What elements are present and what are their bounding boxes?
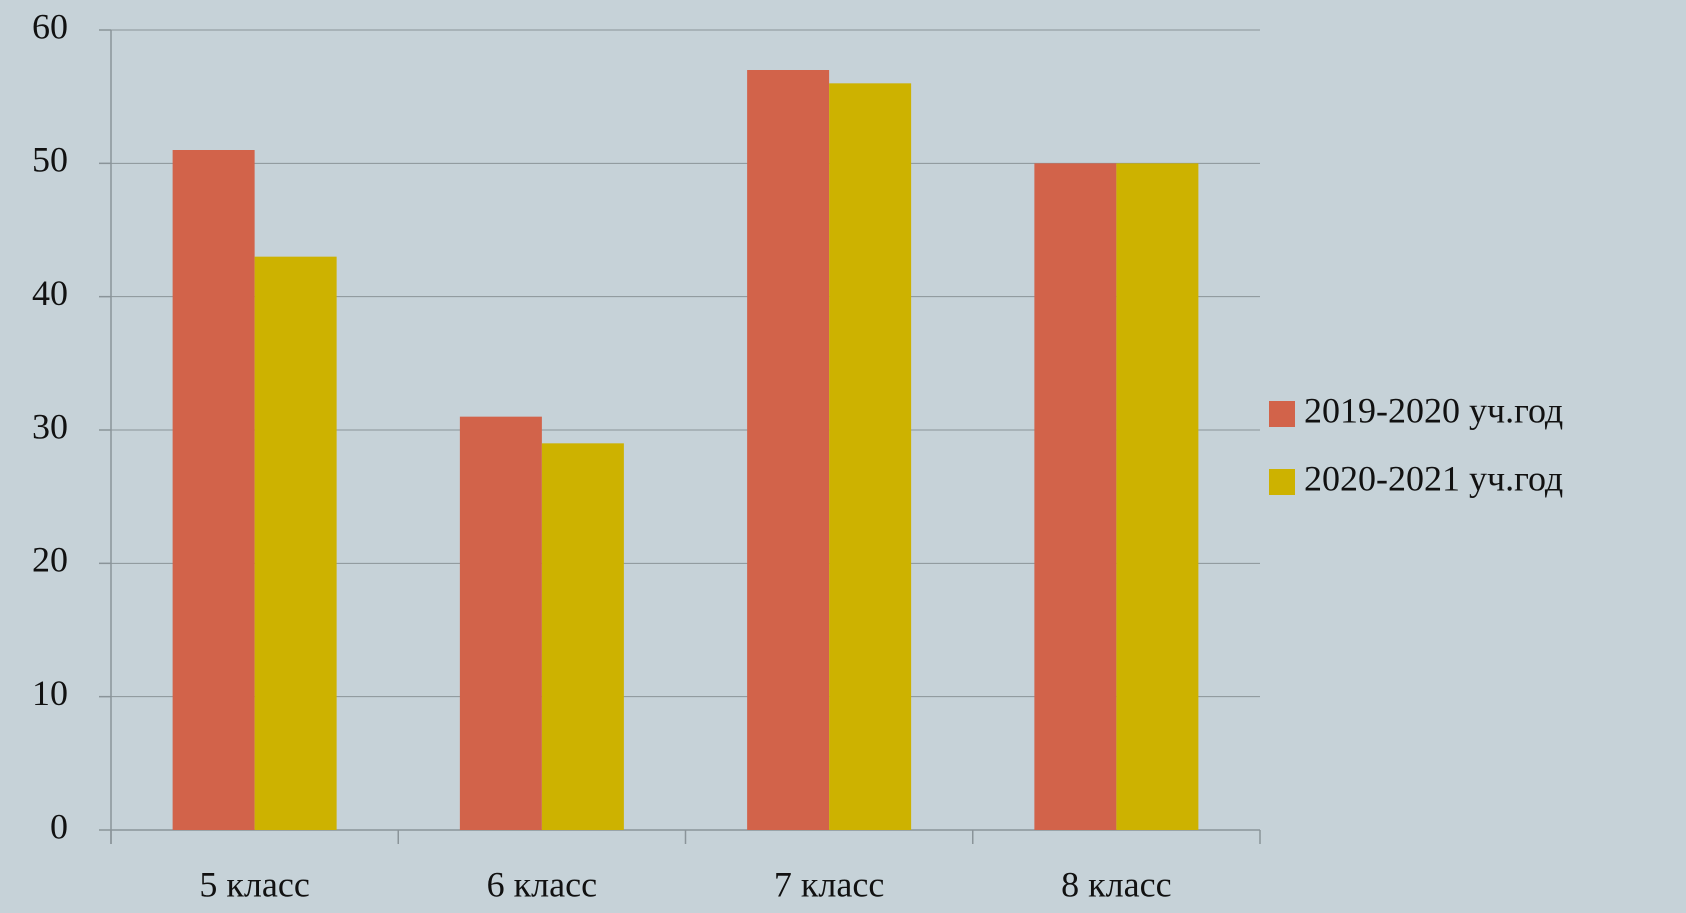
bar xyxy=(172,150,255,830)
bar xyxy=(1116,163,1199,831)
bar xyxy=(1034,163,1117,831)
bar xyxy=(459,416,542,830)
bar xyxy=(829,83,912,831)
x-tick-label: 5 класс xyxy=(199,864,309,904)
y-tick-label: 0 xyxy=(50,806,68,846)
legend-swatch xyxy=(1269,401,1295,427)
legend-swatch xyxy=(1269,469,1295,495)
y-tick-label: 30 xyxy=(32,406,68,446)
legend-label: 2019-2020 уч.год xyxy=(1304,390,1563,430)
bar xyxy=(747,70,830,830)
y-tick-label: 60 xyxy=(32,6,68,46)
x-tick-label: 6 класс xyxy=(487,864,597,904)
bar xyxy=(254,256,337,831)
bar xyxy=(541,443,624,830)
y-tick-label: 10 xyxy=(32,673,68,713)
x-tick-label: 7 класс xyxy=(774,864,884,904)
legend-label: 2020-2021 уч.год xyxy=(1304,458,1563,498)
y-tick-label: 50 xyxy=(32,140,68,180)
y-tick-label: 40 xyxy=(32,273,68,313)
y-tick-label: 20 xyxy=(32,540,68,580)
x-tick-label: 8 класс xyxy=(1061,864,1171,904)
